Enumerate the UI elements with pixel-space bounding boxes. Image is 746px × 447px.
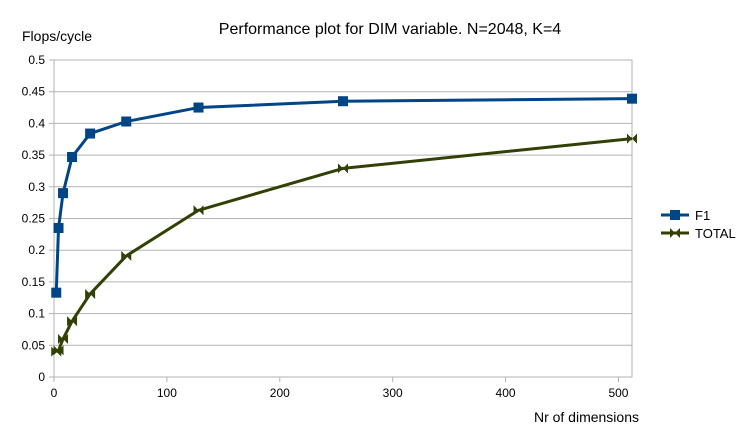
data-point xyxy=(53,345,64,356)
data-point xyxy=(53,223,64,234)
data-point xyxy=(627,93,637,104)
data-point xyxy=(121,116,132,127)
y-tick-label: 0 xyxy=(38,370,45,384)
x-tick-label: 0 xyxy=(51,386,58,400)
data-point xyxy=(627,133,637,144)
series-line-total xyxy=(55,137,633,353)
data-point xyxy=(193,205,204,216)
legend-item-total: TOTAL xyxy=(661,226,736,241)
data-point xyxy=(58,188,69,199)
x-tick-label: 400 xyxy=(496,386,516,400)
data-point xyxy=(67,152,78,163)
x-tick-label: 100 xyxy=(157,386,177,400)
y-tick-label: 0.2 xyxy=(28,243,45,257)
legend-label: TOTAL xyxy=(695,226,736,241)
data-point xyxy=(338,163,348,174)
y-tick-label: 0.3 xyxy=(28,180,45,194)
data-point xyxy=(121,250,132,261)
legend-label: F1 xyxy=(695,208,710,223)
axes: 0 0.05 0.1 0.15 0.2 0.25 0.3 0.35 0.4 0.45 0.5 0 100… xyxy=(22,53,633,400)
y-tick-label: 0.15 xyxy=(22,275,46,289)
x-axis-title: Nr of dimensions xyxy=(534,409,639,425)
data-point xyxy=(67,316,78,327)
plot-area xyxy=(51,93,637,357)
series-f1 xyxy=(51,93,637,298)
legend-item-f1: F1 xyxy=(661,208,710,223)
series-line-f1 xyxy=(54,97,633,293)
y-tick-label: 0.5 xyxy=(28,53,45,67)
y-tick-label: 0.35 xyxy=(22,148,46,162)
data-point xyxy=(58,333,69,344)
data-point xyxy=(85,288,96,299)
legend-marker xyxy=(670,210,680,220)
legend: F1 TOTAL xyxy=(661,208,736,241)
data-point xyxy=(193,102,204,113)
y-tick-label: 0.4 xyxy=(28,116,45,130)
x-tick-label: 200 xyxy=(270,386,290,400)
series-total xyxy=(51,133,637,357)
gridlines xyxy=(54,59,632,378)
data-point xyxy=(338,96,348,107)
x-tick-label: 300 xyxy=(383,386,403,400)
y-tick-label: 0.45 xyxy=(22,85,46,99)
y-tick-label: 0.05 xyxy=(22,338,46,352)
y-tick-label: 0.1 xyxy=(28,307,45,321)
chart-title: Performance plot for DIM variable. N=204… xyxy=(219,21,561,38)
y-axis-title: Flops/cycle xyxy=(22,28,92,44)
data-point xyxy=(85,128,96,139)
plot-border xyxy=(53,59,633,378)
legend-marker xyxy=(670,228,680,238)
x-tick-label: 500 xyxy=(608,386,628,400)
data-point xyxy=(51,287,62,298)
y-tick-label: 0.25 xyxy=(22,212,46,226)
